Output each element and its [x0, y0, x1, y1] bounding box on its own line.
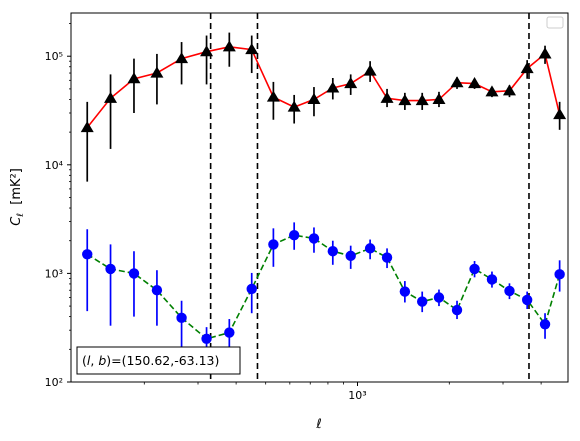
data-point	[364, 243, 376, 254]
data-point	[486, 274, 498, 285]
data-point	[399, 286, 411, 297]
x-axis-label: ℓ	[315, 417, 321, 432]
data-point	[521, 294, 533, 306]
data-point	[538, 47, 552, 59]
data-point	[451, 304, 463, 316]
series-1	[80, 32, 567, 182]
y-tick-label: 10³	[45, 267, 63, 280]
data-point	[151, 285, 163, 296]
data-point	[326, 81, 340, 93]
data-point	[224, 327, 235, 338]
data-point	[128, 268, 140, 279]
data-point	[104, 91, 118, 103]
data-point	[554, 269, 565, 280]
data-point	[432, 92, 446, 104]
data-point	[176, 312, 187, 324]
data-point	[433, 292, 445, 303]
series-layer	[80, 32, 567, 355]
data-point	[485, 85, 499, 97]
y-tick-label: 10²	[45, 376, 63, 389]
data-point	[175, 52, 189, 64]
data-point	[200, 45, 214, 57]
data-point	[417, 296, 428, 307]
data-point	[539, 319, 551, 330]
data-point	[363, 64, 377, 76]
data-point	[415, 94, 429, 106]
y-tick-label: 10⁴	[45, 159, 64, 172]
axes: 10² 10³ 10⁴ 10⁵ 10³	[45, 23, 542, 402]
data-point	[469, 263, 480, 275]
data-point	[150, 66, 164, 78]
plot-frame	[70, 12, 569, 383]
data-point	[127, 72, 141, 84]
data-point	[520, 62, 534, 74]
data-point	[105, 263, 116, 275]
data-point	[288, 229, 300, 241]
data-point	[245, 43, 259, 55]
annotation-box: (l, b)=(150.62,-63.13)	[76, 346, 241, 375]
series-line	[86, 45, 561, 129]
y-axis-label: Cℓ [mK²]	[9, 168, 26, 226]
data-point	[345, 250, 356, 262]
data-point	[266, 90, 280, 102]
x-tick-label: 10³	[348, 389, 366, 402]
data-point	[450, 76, 464, 88]
data-point	[502, 84, 516, 96]
annotation-text: (l, b)=(150.62,-63.13)	[82, 353, 219, 368]
data-point	[222, 40, 236, 52]
data-point	[344, 77, 358, 89]
vertical-dashed-lines	[209, 13, 530, 382]
data-point	[287, 100, 301, 112]
data-point	[398, 94, 412, 106]
data-point	[468, 77, 482, 89]
series-2	[82, 222, 565, 355]
data-point	[201, 333, 212, 344]
data-point	[246, 283, 257, 295]
data-point	[80, 121, 94, 133]
y-tick-label: 10⁵	[45, 50, 63, 63]
data-point	[82, 249, 93, 260]
legend-box	[546, 16, 564, 29]
data-point	[268, 239, 279, 250]
data-point	[308, 233, 320, 244]
data-point	[553, 108, 567, 120]
data-point	[504, 285, 515, 297]
data-point	[327, 246, 339, 257]
data-point	[381, 252, 393, 263]
data-point	[307, 92, 321, 104]
data-point	[380, 91, 394, 103]
